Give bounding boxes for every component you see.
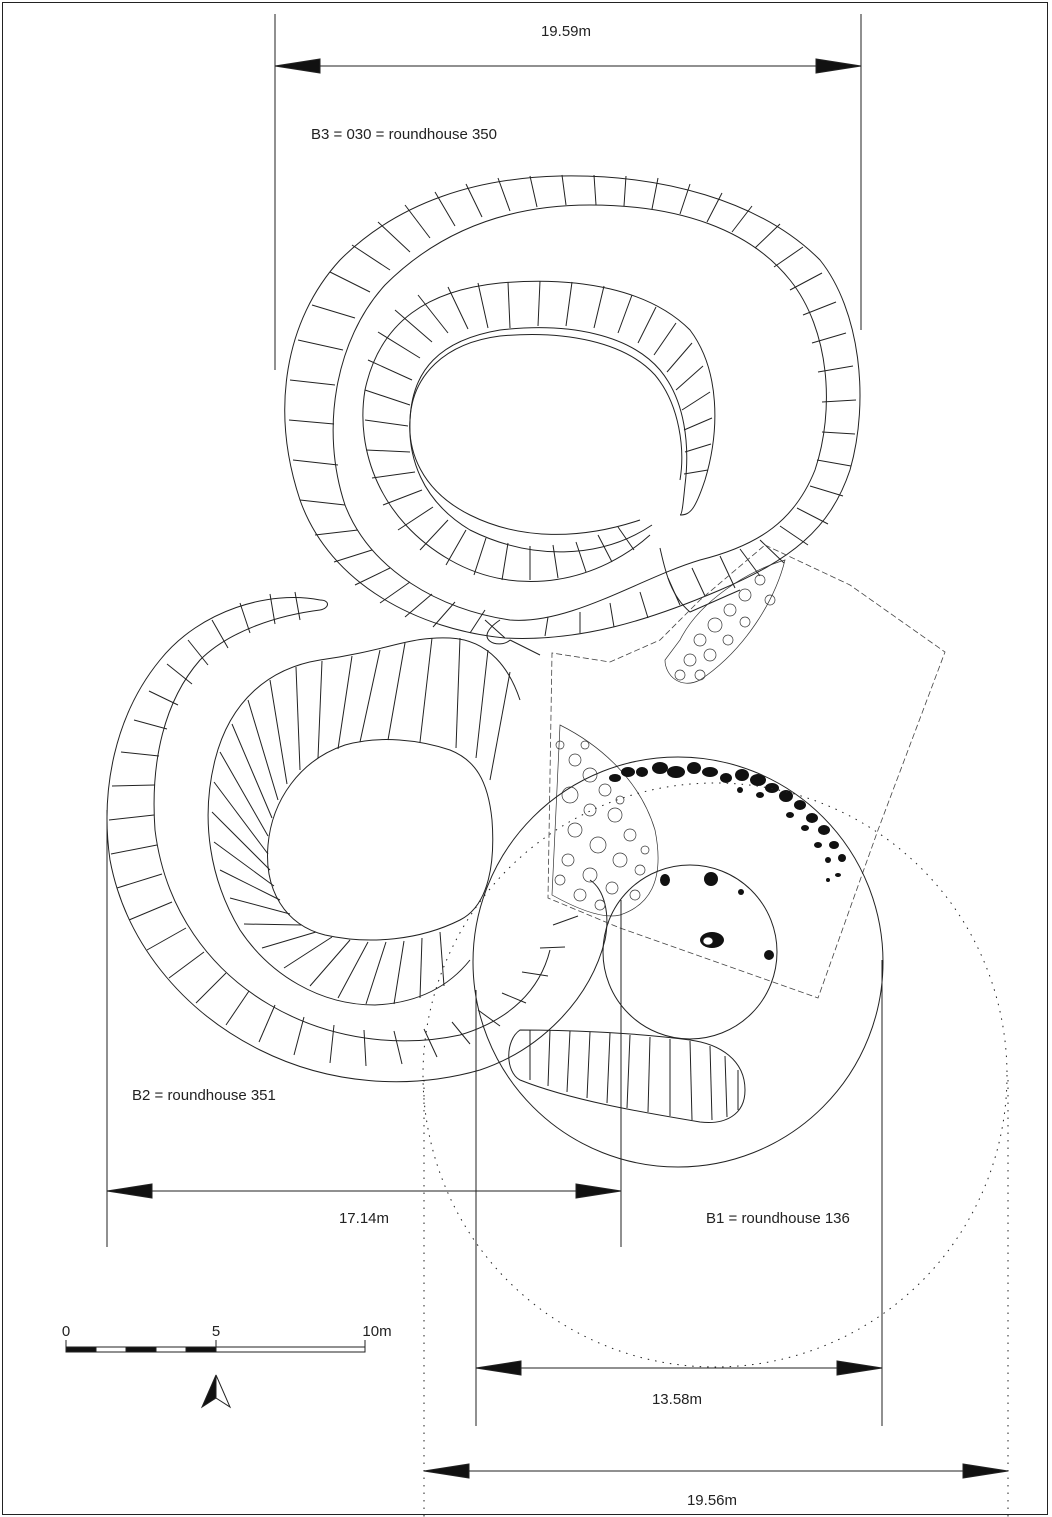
dimension-lines [106,14,1009,1517]
b2-interior [267,739,494,941]
roundhouse-136 [422,756,1008,1368]
burnt-stone-arc [609,762,846,960]
b3-inner-ring-outer [362,280,716,583]
b1-post-ring [602,864,778,1040]
b1-ditch-segment [508,1029,746,1124]
b3-inner-spokes [364,280,713,581]
b1-inner-circle [472,756,884,1168]
b1-outer-dotted-circle [422,782,1008,1368]
b2-outer-ring-inner [153,609,551,1042]
scale-start-label: 0 [62,1323,70,1340]
b3-outer-ring-outer [284,175,861,639]
roundhouse-351 [106,591,608,1083]
dim-b1-inner-label: 13.58m [652,1391,702,1408]
b2-inner-spokes [211,637,511,1005]
dim-b2-label: 17.14m [339,1210,389,1227]
dim-b1-outer-label: 19.56m [687,1492,737,1509]
excavation-outline [547,544,946,999]
b2-inner-ring-outer [207,637,521,1006]
scale-mid-label: 5 [212,1323,220,1340]
b3-outer-ring-inner [332,204,827,621]
b2-outer-ring-outer [106,597,608,1083]
b3-label: B3 = 030 = roundhouse 350 [311,126,497,143]
north-arrow-icon [200,1374,232,1409]
b3-inner-ring-inner [409,327,688,553]
b1-label: B1 = roundhouse 136 [706,1210,850,1227]
b2-outer-spokes [108,591,579,1067]
roundhouse-350 [284,174,861,656]
dim-top-label: 19.59m [541,23,591,40]
b3-outer-spokes [288,174,857,637]
stone-spread [551,559,786,917]
b3-interior [409,334,683,535]
b1-ditch-spokes [529,1029,739,1121]
scale-end-label: 10m [362,1323,391,1340]
b2-label: B2 = roundhouse 351 [132,1087,276,1104]
scale-bar [65,1340,366,1353]
